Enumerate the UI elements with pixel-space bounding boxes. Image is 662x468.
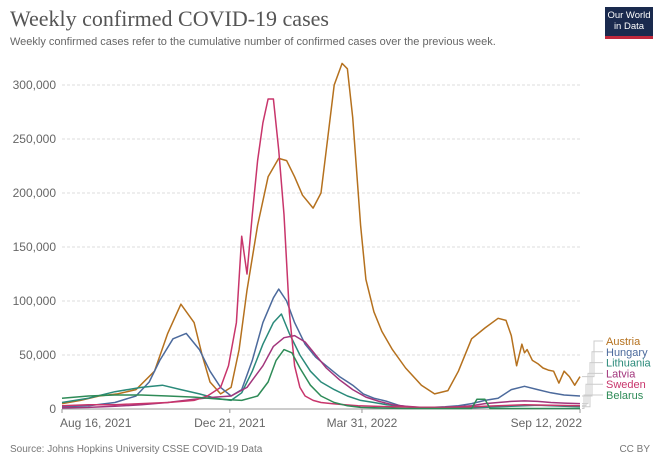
y-tick-label: 300,000	[13, 78, 57, 92]
y-tick-label: 200,000	[13, 186, 57, 200]
logo-line-2: in Data	[613, 21, 645, 32]
chart-title: Weekly confirmed COVID-19 cases	[10, 6, 329, 31]
y-tick-label: 100,000	[13, 294, 57, 308]
logo-line-1: Our World	[607, 10, 651, 21]
license-link[interactable]: CC BY	[619, 444, 650, 455]
legend-label-belarus[interactable]: Belarus	[606, 390, 644, 402]
series-lines	[61, 62, 581, 410]
y-tick-label: 50,000	[19, 348, 56, 362]
legend-connector	[582, 372, 603, 405]
legend-label-austria[interactable]: Austria	[606, 336, 641, 348]
y-axis-ticks: 0 50,000 100,000 150,000 200,000 250,000 300,0…	[13, 78, 57, 416]
x-tick-label: Dec 21, 2021	[194, 416, 266, 430]
series-line-austria[interactable]	[61, 62, 581, 405]
y-tick-label: 150,000	[13, 240, 57, 254]
series-line-belarus[interactable]	[61, 348, 580, 410]
y-tick-label: 0	[49, 402, 56, 416]
legend-label-hungary[interactable]: Hungary	[606, 347, 648, 359]
legend: AustriaHungaryLithuaniaLatviaSwedenBelar…	[582, 336, 652, 409]
series-line-hungary[interactable]	[61, 288, 581, 409]
legend-label-lithuania[interactable]: Lithuania	[606, 358, 652, 370]
series-line-latvia[interactable]	[61, 334, 581, 409]
x-axis-ticks: Aug 16, 2021 Dec 21, 2021 Mar 31, 2022 Sep …	[60, 409, 582, 430]
x-tick-label: Sep 12, 2022	[511, 416, 583, 430]
x-tick-label: Mar 31, 2022	[327, 416, 398, 430]
y-tick-label: 250,000	[13, 132, 57, 146]
chart-subtitle: Weekly confirmed cases refer to the cumu…	[10, 36, 496, 48]
source-note: Source: Johns Hopkins University CSSE CO…	[10, 444, 263, 455]
x-tick-label: Aug 16, 2021	[60, 416, 132, 430]
legend-label-latvia[interactable]: Latvia	[606, 368, 636, 380]
legend-label-sweden[interactable]: Sweden	[606, 379, 646, 391]
series-line-lithuania[interactable]	[61, 313, 581, 409]
legend-connector	[582, 394, 603, 409]
owid-logo[interactable]: Our World in Data	[605, 7, 653, 39]
series-line-sweden[interactable]	[61, 98, 581, 409]
